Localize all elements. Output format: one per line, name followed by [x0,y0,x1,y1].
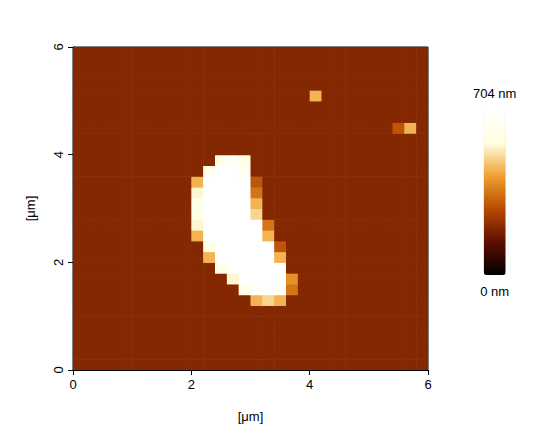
svg-text:0: 0 [69,377,76,392]
svg-text:[μm]: [μm] [23,196,38,222]
svg-text:4: 4 [306,377,313,392]
svg-text:704 nm: 704 nm [473,86,516,101]
svg-text:0: 0 [51,366,66,373]
svg-text:2: 2 [188,377,195,392]
svg-text:6: 6 [424,377,431,392]
svg-text:[μm]: [μm] [238,409,264,424]
svg-text:0 nm: 0 nm [480,284,509,299]
svg-text:4: 4 [51,151,66,158]
svg-text:6: 6 [51,43,66,50]
svg-text:2: 2 [51,259,66,266]
